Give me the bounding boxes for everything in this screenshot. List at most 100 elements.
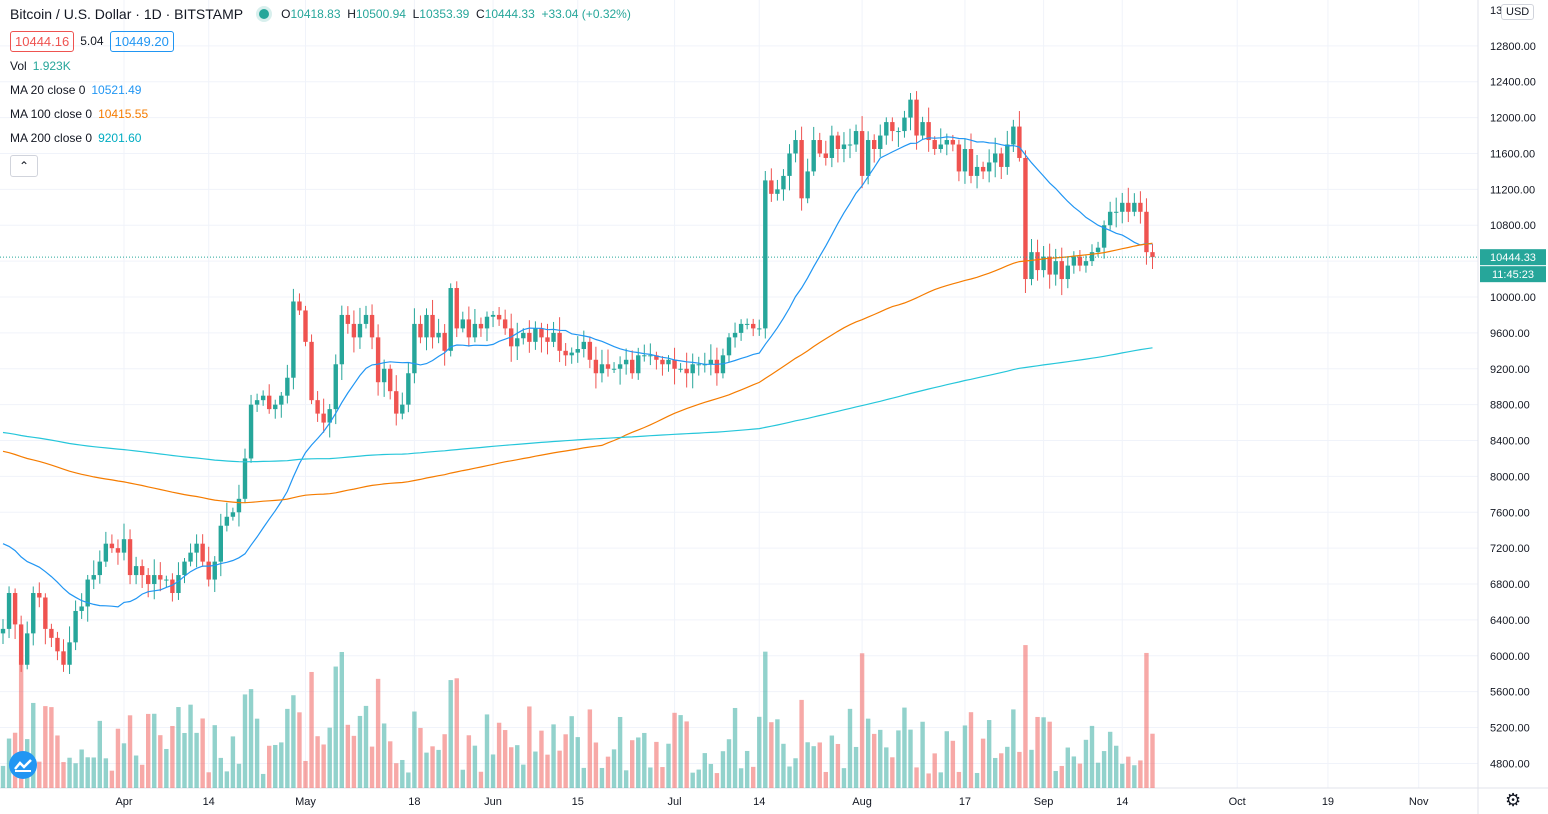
candle-body: [381, 368, 387, 383]
change-value: +33.04 (+0.32%): [541, 7, 631, 21]
candle-body: [333, 364, 338, 410]
candle-body: [1035, 252, 1040, 271]
candle-body: [890, 122, 895, 132]
candle-body: [708, 359, 714, 365]
candle-body: [648, 355, 653, 357]
candle-body: [236, 498, 242, 513]
volume-bar: [224, 771, 230, 788]
volume-bar: [1005, 746, 1010, 788]
candle-body: [1053, 261, 1058, 275]
candle-body: [152, 575, 157, 585]
candle-body: [551, 332, 556, 342]
volume-bar: [575, 737, 580, 788]
volume-bar: [817, 742, 822, 788]
currency-button[interactable]: USD: [1501, 4, 1535, 20]
candle-body: [496, 314, 502, 320]
volume-bar: [878, 729, 883, 788]
bid-button[interactable]: 10444.16: [10, 30, 75, 52]
time-tick-label: Aug: [852, 796, 872, 808]
volume-bar: [176, 707, 181, 788]
candle-body: [563, 350, 568, 356]
price-tick-label: 12000.00: [1490, 113, 1536, 125]
volume-bar: [31, 702, 36, 788]
volume-bar: [859, 653, 865, 788]
price-tick-label: 4800.00: [1490, 758, 1530, 770]
volume-bar: [811, 746, 816, 788]
volume-bar: [769, 722, 774, 788]
volume-bar: [158, 735, 163, 788]
ma100-line: [2, 242, 1153, 504]
ma100-legend[interactable]: MA 100 close 0 10415.55: [10, 107, 149, 121]
volume-bar: [999, 753, 1004, 788]
volume-bar: [369, 746, 375, 788]
volume-bar: [236, 763, 242, 788]
volume-bar: [557, 750, 562, 788]
candle-body: [285, 377, 290, 396]
symbol-title[interactable]: Bitcoin / U.S. Dollar · 1D · BITSTAMP: [10, 6, 244, 22]
volume-bar: [835, 743, 841, 788]
volume-bar: [1114, 745, 1119, 788]
volume-bar: [1011, 709, 1016, 788]
ma20-legend[interactable]: MA 20 close 0 10521.49: [10, 83, 142, 97]
candle-body: [775, 189, 780, 194]
candle-body: [478, 323, 484, 329]
volume-bar: [853, 746, 859, 788]
volume-bar: [1029, 749, 1034, 788]
volume-bar: [1107, 731, 1113, 788]
volume-bar: [212, 725, 217, 788]
volume-bar: [37, 761, 42, 788]
volume-bar: [793, 758, 798, 788]
candle-body: [363, 314, 369, 324]
candle-body: [817, 140, 822, 154]
volume-bar: [424, 752, 429, 788]
candle-body: [835, 135, 841, 149]
candle-body: [853, 131, 859, 145]
candle-body: [164, 579, 169, 581]
tradingview-logo-icon[interactable]: [9, 751, 37, 779]
volume-bar: [666, 743, 671, 788]
candle-body: [502, 319, 508, 329]
volume-bar: [109, 770, 115, 788]
volume-bar: [381, 723, 387, 788]
volume-bar: [968, 712, 974, 788]
candle-body: [865, 140, 871, 176]
price-tick-label: 8400.00: [1490, 436, 1530, 448]
volume-bar: [490, 754, 496, 788]
ma200-legend[interactable]: MA 200 close 0 9201.60: [10, 131, 142, 145]
candle-body: [599, 364, 605, 374]
candle-body: [218, 525, 223, 562]
volume-bar: [309, 671, 314, 788]
candle-body: [1059, 261, 1064, 280]
volume-bar: [321, 744, 326, 788]
candle-body: [986, 162, 992, 172]
candle-body: [1023, 157, 1028, 280]
volume-bar: [0, 765, 6, 788]
volume-bar: [847, 708, 853, 788]
volume-bar: [61, 762, 66, 788]
candle-body: [841, 144, 847, 149]
ask-button[interactable]: 10449.20: [109, 30, 174, 52]
gear-icon[interactable]: ⚙: [1505, 790, 1522, 810]
candle-body: [158, 575, 163, 580]
volume-bar: [611, 749, 617, 788]
candle-body: [321, 413, 326, 423]
candle-body: [714, 359, 720, 374]
volume-bar: [684, 721, 689, 788]
candle-body: [539, 328, 544, 338]
candle-body: [448, 288, 453, 351]
candle-body: [738, 323, 744, 333]
candle-body: [515, 338, 520, 347]
volume-bar: [1126, 756, 1131, 788]
volume-bar: [267, 745, 272, 788]
volume-bar: [509, 747, 514, 788]
volume-bar: [763, 651, 768, 788]
chevron-up-icon[interactable]: ⌃: [10, 155, 38, 177]
volume-legend[interactable]: Vol 1.923K: [10, 59, 71, 73]
candle-body: [176, 575, 181, 594]
time-tick-label: Sep: [1034, 796, 1054, 808]
candle-body: [170, 579, 175, 594]
candle-body: [1029, 252, 1034, 280]
candle-body: [696, 364, 701, 366]
candle-body: [944, 140, 949, 145]
